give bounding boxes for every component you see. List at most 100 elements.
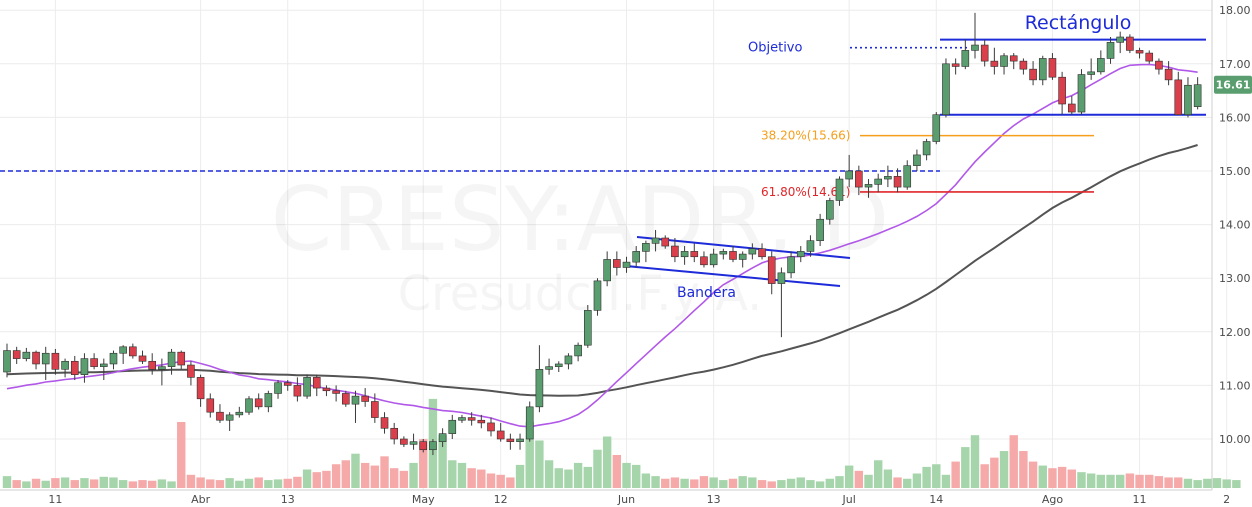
candle-body xyxy=(767,256,776,284)
x-tick-label: Ago xyxy=(1042,493,1064,506)
volume-bar xyxy=(941,474,951,488)
candle-body xyxy=(516,438,524,442)
y-tick-label: 17.00 xyxy=(1219,58,1251,71)
candle-body xyxy=(980,44,989,62)
candle-body xyxy=(1029,68,1037,81)
candle-body xyxy=(622,261,631,268)
volume-bar xyxy=(661,478,670,488)
candle-body xyxy=(874,178,883,185)
volume-bar xyxy=(486,473,496,488)
y-tick-label: 16.00 xyxy=(1219,111,1251,124)
candle-body xyxy=(109,352,118,365)
volume-bar xyxy=(206,479,215,488)
volume-bar xyxy=(438,435,447,488)
candle-body xyxy=(496,430,505,440)
candle-body xyxy=(196,377,205,400)
volume-bar xyxy=(273,479,283,488)
sma-fast-line xyxy=(6,63,1198,428)
volume-bar xyxy=(1222,479,1231,488)
volume-bar xyxy=(157,479,167,488)
candle-body xyxy=(129,346,137,357)
candle-body xyxy=(835,178,844,201)
x-tick-label: May xyxy=(412,493,435,506)
candle-body xyxy=(351,395,360,405)
volume-bar xyxy=(293,476,302,488)
candle-body xyxy=(361,395,369,402)
candle-body xyxy=(506,438,515,442)
volume-bar xyxy=(1203,478,1212,488)
candle-body xyxy=(845,170,853,180)
candle-body xyxy=(1048,58,1057,78)
volume-bar xyxy=(177,422,186,488)
candle-body xyxy=(225,414,234,421)
candle-body xyxy=(1077,74,1086,113)
volume-bar xyxy=(932,464,941,488)
candle-body xyxy=(119,346,127,354)
candle-body xyxy=(816,218,824,241)
volume-bar xyxy=(31,478,41,488)
candle-body xyxy=(738,253,747,260)
volume-bar xyxy=(554,468,563,488)
volume-bar xyxy=(1057,466,1067,488)
rectangulo-label: Rectángulo xyxy=(1025,12,1132,34)
volume-bar xyxy=(690,479,699,488)
volume-bar xyxy=(360,462,370,488)
candle-body xyxy=(893,176,902,188)
fib-618-label: 61.80%(14.61) xyxy=(761,185,850,199)
volume-bar xyxy=(167,481,176,488)
candle-body xyxy=(448,419,457,434)
volume-bar xyxy=(60,477,70,488)
candle-body xyxy=(187,364,195,378)
volume-bar xyxy=(612,455,622,488)
pattern-annotations: Objetivo Rectángulo Bandera 38.20%(15.66) 61… xyxy=(0,12,1206,301)
candle-body xyxy=(787,256,795,274)
candle-body xyxy=(371,401,379,418)
volume-bar xyxy=(1116,474,1125,488)
volume-bar xyxy=(1174,477,1183,488)
volume-bar xyxy=(390,468,399,488)
volume-bar xyxy=(109,477,118,488)
candle-body xyxy=(100,363,108,367)
volume-bar xyxy=(1106,474,1115,488)
volume-bar xyxy=(1067,469,1076,488)
volume-bar xyxy=(1212,478,1222,488)
volume-bar xyxy=(225,478,234,488)
candle-body xyxy=(1097,58,1105,73)
volume-bar xyxy=(1145,474,1154,488)
volume-bar xyxy=(796,477,805,488)
candle-body xyxy=(245,398,253,413)
x-tick-label: Abr xyxy=(191,493,211,506)
volume-bar xyxy=(922,466,931,488)
volume-bar xyxy=(990,457,999,488)
y-tick-label: 10.00 xyxy=(1219,433,1251,446)
candle-body xyxy=(680,251,689,258)
candle-body xyxy=(477,419,486,424)
candle-body xyxy=(1155,60,1163,70)
volume-bar xyxy=(12,480,21,488)
candle-body xyxy=(1193,84,1202,107)
volume-bar xyxy=(970,435,980,488)
candle-body xyxy=(138,355,147,362)
volume-bar xyxy=(1154,476,1164,488)
candle-body xyxy=(932,114,941,142)
candle-body xyxy=(777,272,786,284)
x-tick-label: 12 xyxy=(494,493,508,506)
volume-bar xyxy=(1038,465,1047,488)
flag-top-line xyxy=(636,236,851,259)
y-tick-label: 11.00 xyxy=(1219,379,1251,392)
candle-body xyxy=(332,390,340,394)
volume-bar xyxy=(264,480,273,488)
volume-bar xyxy=(118,480,128,488)
volume-bar xyxy=(322,470,331,488)
volume-bar xyxy=(244,478,254,488)
candle-body xyxy=(1087,71,1095,75)
volume-bar xyxy=(215,480,225,488)
x-tick-label: Jun xyxy=(617,493,635,506)
candle-body xyxy=(409,441,418,445)
volume-bar xyxy=(864,474,873,488)
y-tick-label: 13.00 xyxy=(1219,272,1251,285)
volume-bar xyxy=(641,473,651,488)
candle-body xyxy=(796,251,805,258)
candle-body xyxy=(61,360,69,370)
